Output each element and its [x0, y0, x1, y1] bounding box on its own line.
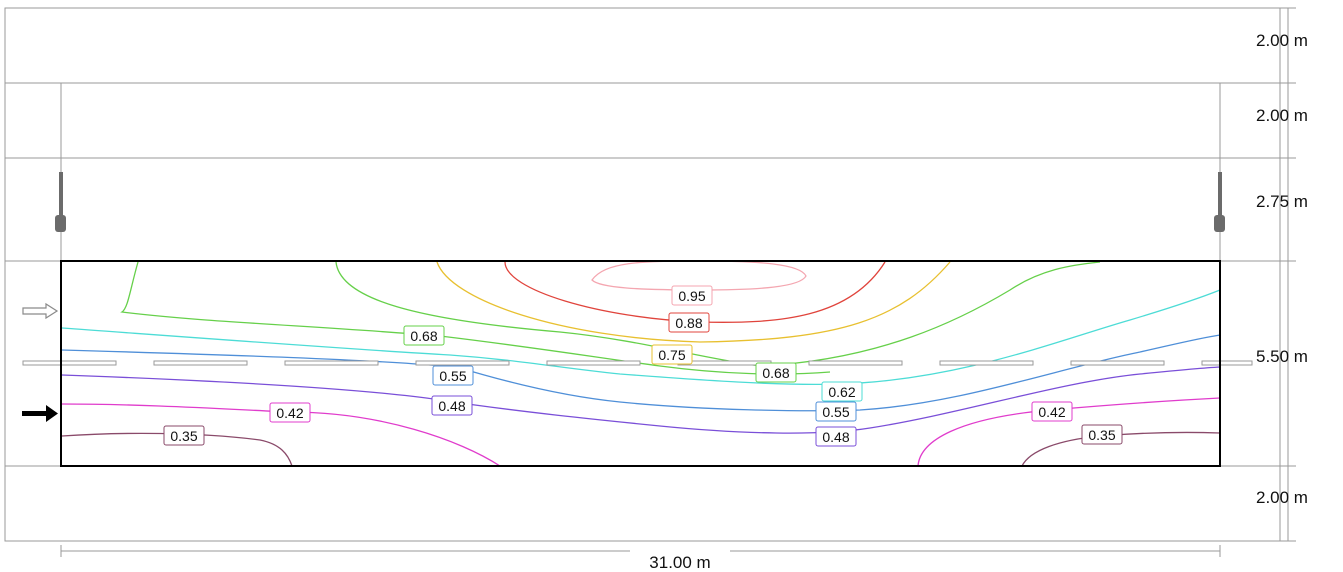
lane-dash	[1201, 360, 1253, 366]
lamp-pole-left-icon	[55, 172, 66, 232]
outer-frame	[4, 7, 1281, 542]
svg-text:0.42: 0.42	[276, 405, 303, 421]
svg-text:0.35: 0.35	[1088, 427, 1115, 443]
svg-text:0.42: 0.42	[1038, 404, 1065, 420]
isoline-labels: 0.95 0.88 0.75 0.68 0.68 0.62 0.55 0.55	[163, 285, 1123, 447]
traffic-direction-solid-arrow-icon	[22, 405, 58, 422]
isoline-label: 0.35	[1081, 424, 1123, 445]
traffic-direction-outline-arrow-icon	[22, 302, 59, 320]
width-label: 31.00 m	[649, 553, 710, 572]
band-grid	[4, 7, 1281, 542]
svg-text:0.68: 0.68	[410, 328, 437, 344]
isoline-0.68-right	[335, 261, 1101, 367]
lane-dash	[939, 360, 1034, 366]
svg-text:0.48: 0.48	[438, 398, 465, 414]
svg-text:0.35: 0.35	[170, 428, 197, 444]
isoline-label: 0.42	[1031, 401, 1073, 422]
lane-dash	[284, 360, 379, 366]
svg-text:0.55: 0.55	[439, 368, 466, 384]
dimension-ruler-vertical	[1280, 7, 1296, 542]
band-label: 5.50 m	[1256, 347, 1308, 366]
lane-dash	[153, 360, 248, 366]
lane-dash	[1070, 360, 1165, 366]
isoline-label: 0.48	[431, 395, 473, 416]
lane-dash	[546, 360, 641, 366]
band-label: 2.75 m	[1256, 192, 1308, 211]
svg-text:0.88: 0.88	[675, 315, 702, 331]
lane-dash	[415, 360, 510, 366]
isoline-label: 0.75	[651, 344, 693, 365]
width-label-bg	[630, 549, 730, 571]
isoline-label: 0.55	[815, 401, 857, 422]
lamp-pole-right-icon	[1214, 172, 1225, 232]
lane-divider-dashes	[22, 360, 1253, 366]
svg-text:0.62: 0.62	[828, 384, 855, 400]
isoline-label: 0.35	[163, 425, 205, 446]
isoline-label: 0.68	[403, 325, 445, 346]
band-label: 2.00 m	[1256, 31, 1308, 50]
lane-dash	[22, 360, 117, 366]
isoline-label: 0.48	[815, 426, 857, 447]
isoline-0.48	[61, 366, 1221, 434]
isoline-0.35-left	[61, 432, 293, 467]
isoline-0.75	[436, 261, 951, 343]
isoline-label: 0.42	[269, 402, 311, 423]
isoline-label: 0.68	[755, 362, 797, 383]
isoline-0.68-left	[120, 261, 831, 375]
isoline-label: 0.62	[821, 381, 863, 402]
svg-text:0.95: 0.95	[678, 288, 705, 304]
isoline-label: 0.88	[668, 312, 710, 333]
isoline-label: 0.95	[671, 285, 713, 306]
svg-text:0.48: 0.48	[822, 429, 849, 445]
lane-dash	[808, 360, 903, 366]
svg-text:0.75: 0.75	[658, 347, 685, 363]
isoline-label: 0.55	[432, 365, 474, 386]
band-label: 2.00 m	[1256, 106, 1308, 125]
svg-text:0.55: 0.55	[822, 404, 849, 420]
isoline-0.62	[61, 289, 1221, 386]
svg-text:0.68: 0.68	[762, 365, 789, 381]
band-label: 2.00 m	[1256, 488, 1308, 507]
band-labels: 2.00 m 2.00 m 2.75 m 5.50 m 2.00 m	[1256, 31, 1308, 507]
roadway-boundary	[60, 260, 1221, 467]
